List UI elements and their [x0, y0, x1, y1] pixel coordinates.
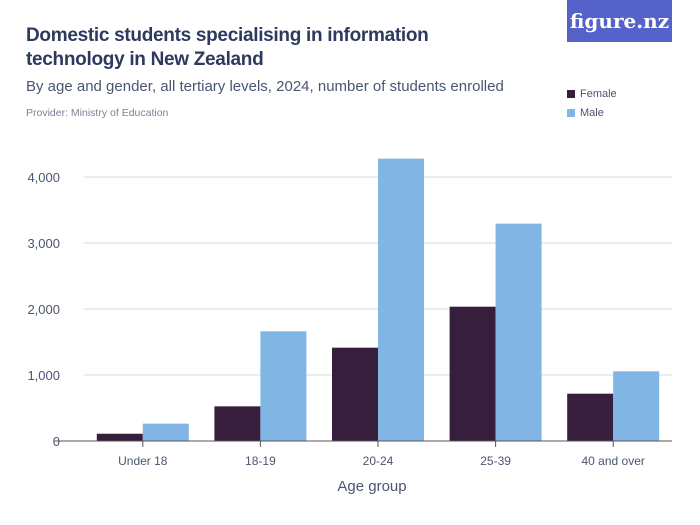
x-tick-label: Under 18 [118, 454, 168, 468]
legend-item-female: Female [567, 84, 617, 103]
bar-female [214, 406, 261, 441]
x-axis-label: Age group [337, 478, 406, 495]
legend-label-female: Female [580, 87, 617, 100]
bar-female [567, 393, 614, 441]
bar-male [613, 371, 660, 441]
y-tick-label: 2,000 [27, 302, 60, 317]
chart-title: Domestic students specialising in inform… [26, 25, 429, 70]
x-tick-label: 40 and over [582, 454, 645, 468]
x-tick-label: 20-24 [363, 454, 394, 468]
figure-nz-logo[interactable]: figure.nz [567, 0, 672, 42]
bar-female [96, 433, 143, 441]
y-tick-label: 4,000 [27, 170, 60, 185]
x-tick-label: 18-19 [245, 454, 276, 468]
bar-female [449, 306, 496, 441]
legend-swatch-female [567, 89, 575, 98]
chart-subtitle: By age and gender, all tertiary levels, … [26, 78, 504, 95]
legend: Female Male [567, 84, 617, 122]
y-tick-label: 3,000 [27, 236, 60, 251]
x-tick-label: 25-39 [480, 454, 511, 468]
bar-male [260, 331, 307, 441]
bar-female [332, 347, 378, 441]
legend-item-male: Male [567, 103, 617, 122]
y-tick-label: 1,000 [27, 368, 60, 383]
bar-male [142, 423, 189, 441]
provider-text: Provider: Ministry of Education [26, 107, 169, 119]
bar-male [495, 223, 542, 441]
legend-swatch-male [567, 108, 575, 117]
bar-male [378, 158, 424, 442]
legend-label-male: Male [580, 106, 604, 119]
